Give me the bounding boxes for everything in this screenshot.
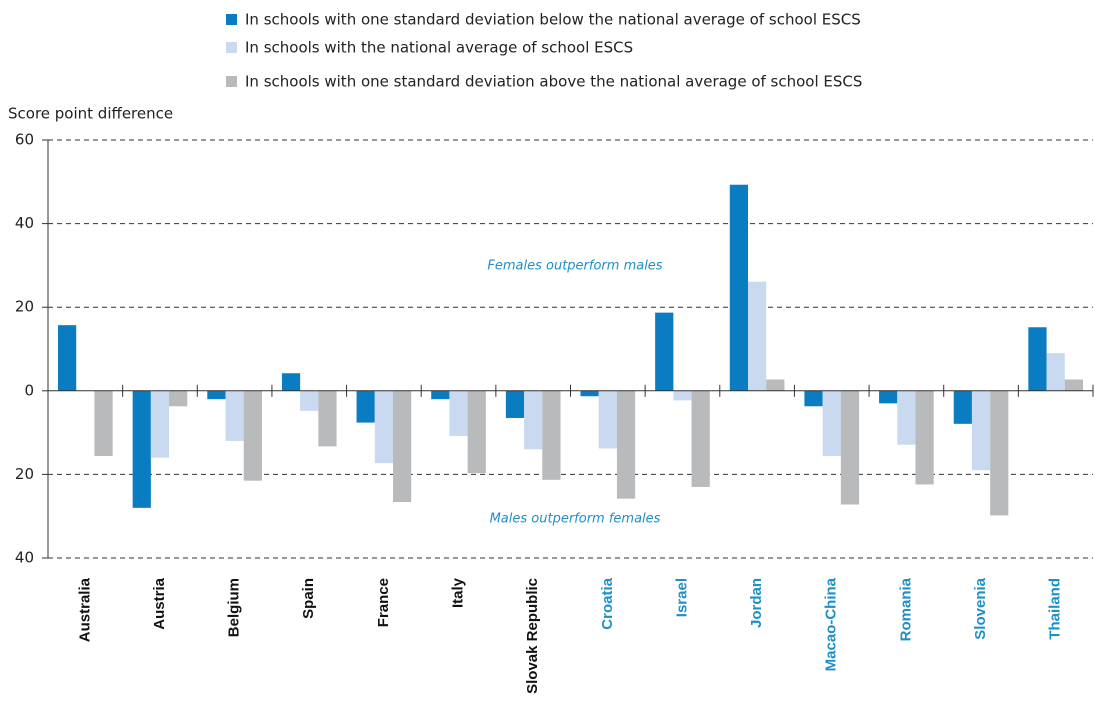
- bar: [225, 390, 244, 441]
- y-tick-label: 20: [15, 465, 34, 483]
- bar: [58, 325, 77, 391]
- x-tick-label: Thailand: [1047, 578, 1064, 640]
- bar: [318, 390, 337, 447]
- bar: [542, 390, 561, 480]
- bar: [356, 390, 375, 423]
- y-tick-label: 60: [15, 131, 34, 149]
- x-tick-label: Slovenia: [972, 577, 989, 639]
- bar: [300, 390, 319, 411]
- bar: [897, 390, 916, 445]
- bar: [1028, 327, 1047, 391]
- x-tick-label: France: [375, 578, 392, 627]
- y-axis-label: Score point difference: [8, 105, 173, 123]
- bar: [449, 390, 468, 436]
- bar: [879, 390, 898, 404]
- x-tick-label: Australia: [76, 577, 93, 642]
- bar: [393, 390, 412, 502]
- y-tick-label: 40: [15, 214, 34, 232]
- bar: [243, 390, 262, 481]
- legend-label: In schools with one standard deviation a…: [245, 73, 862, 91]
- bar: [431, 390, 450, 400]
- y-tick-label: 20: [15, 298, 34, 316]
- bar: [616, 390, 636, 499]
- bar: [655, 312, 674, 391]
- bar: [94, 390, 113, 457]
- bar: [374, 390, 393, 464]
- annotation: Females outperform males: [487, 259, 662, 274]
- bar: [822, 390, 841, 457]
- bar: [281, 373, 301, 391]
- bar: [990, 390, 1009, 516]
- bar: [691, 390, 710, 487]
- x-tick-label: Austria: [151, 577, 168, 629]
- bar: [971, 390, 991, 471]
- legend-label: In schools with the national average of …: [245, 39, 633, 57]
- bar: [673, 390, 692, 401]
- bar: [207, 390, 226, 400]
- x-tick-label: Jordan: [748, 578, 765, 628]
- bar: [915, 390, 934, 485]
- y-tick-label: 40: [15, 549, 34, 567]
- x-tick-label: Israel: [673, 578, 690, 617]
- bar: [580, 390, 599, 397]
- bar: [729, 184, 748, 391]
- x-tick-label: Spain: [300, 578, 317, 619]
- x-tick-label: Macao-China: [823, 577, 840, 671]
- legend-swatch: [226, 14, 237, 25]
- x-tick-label: Romania: [897, 577, 914, 641]
- legend-swatch: [226, 42, 237, 53]
- bar: [467, 390, 486, 474]
- bar: [524, 390, 543, 450]
- x-tick-label: Belgium: [226, 578, 243, 637]
- x-tick-label: Italy: [450, 577, 467, 608]
- bar: [804, 390, 823, 407]
- bar: [953, 390, 972, 424]
- y-tick-label: 0: [24, 381, 34, 399]
- bar: [766, 379, 785, 391]
- legend-swatch: [226, 76, 237, 87]
- bar: [1046, 353, 1065, 391]
- x-tick-label: Slovak Republic: [524, 578, 541, 694]
- bar: [169, 390, 188, 407]
- annotation: Males outperform females: [490, 512, 661, 527]
- bar: [505, 390, 525, 418]
- bar: [598, 390, 617, 449]
- bar: [748, 281, 767, 391]
- bar: [840, 390, 860, 505]
- legend-label: In schools with one standard deviation b…: [245, 11, 861, 29]
- x-tick-label: Croatia: [599, 577, 616, 629]
- bar: [132, 390, 151, 508]
- bar: [1064, 379, 1083, 391]
- bar: [150, 390, 170, 458]
